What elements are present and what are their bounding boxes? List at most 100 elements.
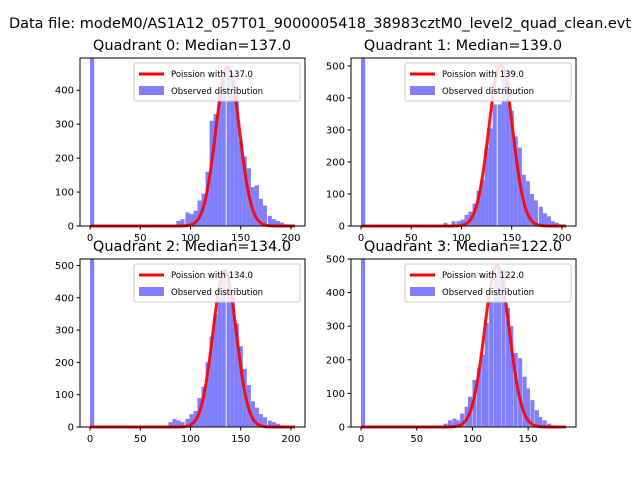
x-tick-label: 50	[405, 233, 418, 244]
histogram-bar	[501, 78, 506, 226]
histogram-bar	[456, 221, 461, 226]
quadrant-2-panel: Quadrant 2: Median=134.0 0 50 100 150 200 0 10…	[55, 239, 306, 445]
x-tick-label: 50	[134, 233, 147, 244]
y-tick-label: 300	[326, 126, 345, 137]
y-tick-label: 500	[55, 261, 74, 272]
histogram-bar	[447, 420, 453, 427]
axes-spines	[79, 258, 306, 428]
histogram-bar	[529, 194, 534, 226]
x-tick-label: 150	[502, 233, 521, 244]
quadrant-3-axes-frame	[350, 258, 577, 428]
y-tick-label: 400	[55, 293, 74, 304]
x-tick-label: 200	[281, 233, 300, 244]
quadrant-0-panel: Quadrant 0: Median=137.0 0 50 100 150 200 0 10…	[55, 38, 306, 244]
histogram-bar	[542, 213, 547, 226]
x-tick-label: 150	[231, 233, 250, 244]
y-tick-label: 500	[326, 62, 345, 73]
histogram-bar	[209, 336, 214, 427]
histogram-bar	[168, 422, 173, 427]
legend-poisson-label: Poission with 122.0	[442, 271, 524, 281]
histogram-bar	[460, 219, 465, 226]
histogram-bar	[476, 190, 481, 226]
histogram-bar	[238, 346, 243, 427]
histogram-bar	[481, 354, 486, 427]
histogram-bar	[547, 423, 552, 427]
quadrant-3-panel: Quadrant 3: Median=122.0 0 50 100 150 0 100 20…	[326, 239, 577, 446]
y-tick-label: 100	[55, 390, 74, 401]
y-tick-label: 200	[55, 154, 74, 165]
x-tick-label: 0	[87, 434, 93, 445]
quadrant-2-legend: Poission with 134.0 Observed distributio…	[133, 263, 301, 303]
histogram-bar	[217, 294, 222, 427]
axes-spines	[79, 57, 306, 227]
histogram-bar	[455, 420, 460, 427]
histogram-bar	[533, 200, 538, 226]
histogram-bar	[172, 418, 177, 427]
y-tick-label: 400	[326, 288, 345, 299]
histogram-bar	[501, 269, 506, 427]
histogram-bar	[497, 104, 502, 226]
histogram-bar	[221, 270, 226, 427]
histogram-bar	[176, 220, 181, 226]
histogram-bar	[513, 136, 518, 226]
histogram-bar	[443, 423, 448, 427]
quadrant-3-ticks: 0 50 100 150 0 100 200 300 400 500	[326, 255, 538, 446]
histogram-bar	[258, 198, 263, 226]
histogram-bar	[185, 418, 190, 427]
x-tick-label: 0	[358, 233, 364, 244]
y-tick-label: 400	[326, 94, 345, 105]
histogram-bar	[534, 410, 539, 427]
histogram-bar	[185, 212, 190, 226]
legend-box	[133, 62, 301, 102]
y-tick-label: 500	[326, 255, 345, 266]
y-tick-label: 0	[68, 222, 74, 233]
histogram-bar	[493, 279, 498, 427]
x-tick-label: 100	[181, 233, 200, 244]
quadrant-3-legend: Poission with 122.0 Observed distributio…	[404, 263, 572, 303]
legend-observed-label: Observed distribution	[442, 87, 534, 97]
y-tick-label: 300	[55, 120, 74, 131]
x-tick-label: 100	[463, 434, 482, 445]
legend-observed-label: Observed distribution	[442, 288, 534, 298]
x-tick-label: 100	[452, 233, 471, 244]
x-tick-label: 0	[87, 233, 93, 244]
x-tick-label: 100	[181, 434, 200, 445]
histogram-bar	[275, 423, 280, 427]
quadrant-0-axes-frame	[79, 57, 306, 227]
x-tick-label: 50	[410, 434, 423, 445]
y-tick-label: 300	[326, 322, 345, 333]
histogram-bar	[90, 259, 95, 427]
histogram-bar	[262, 205, 267, 226]
histogram-bar	[488, 128, 493, 226]
histogram-bar	[464, 214, 469, 226]
y-tick-label: 0	[339, 423, 345, 434]
histogram-bar	[505, 307, 510, 427]
y-tick-label: 200	[326, 355, 345, 366]
histogram-bar	[254, 185, 259, 226]
x-tick-label: 200	[281, 434, 300, 445]
axes-spines	[350, 258, 577, 428]
histogram-bar	[361, 58, 366, 226]
histogram-bar	[518, 358, 523, 427]
quadrant-2-histogram	[90, 259, 285, 427]
y-tick-label: 100	[55, 188, 74, 199]
histogram-bar	[484, 322, 489, 427]
quadrant-1-panel: Quadrant 1: Median=139.0 0 50 100 150 200 0 10…	[326, 38, 577, 245]
histogram-bar	[226, 278, 231, 427]
histogram-bar	[226, 66, 231, 226]
y-tick-label: 400	[55, 86, 74, 97]
histogram-bar	[472, 379, 477, 427]
histogram-bar	[509, 110, 514, 226]
histogram-bar	[230, 294, 235, 427]
histogram-bar	[180, 219, 185, 226]
x-tick-label: 50	[134, 434, 147, 445]
x-tick-label: 150	[231, 434, 250, 445]
x-tick-label: 200	[552, 233, 571, 244]
quadrant-1-title: Quadrant 1: Median=139.0	[364, 38, 562, 54]
quadrant-1-ticks: 0 50 100 150 200 0 100 200 300 400 500	[326, 62, 572, 245]
histogram-bar	[513, 353, 518, 427]
histogram-bar	[509, 326, 514, 427]
histogram-bar	[476, 368, 481, 427]
histogram-bar	[234, 323, 239, 427]
